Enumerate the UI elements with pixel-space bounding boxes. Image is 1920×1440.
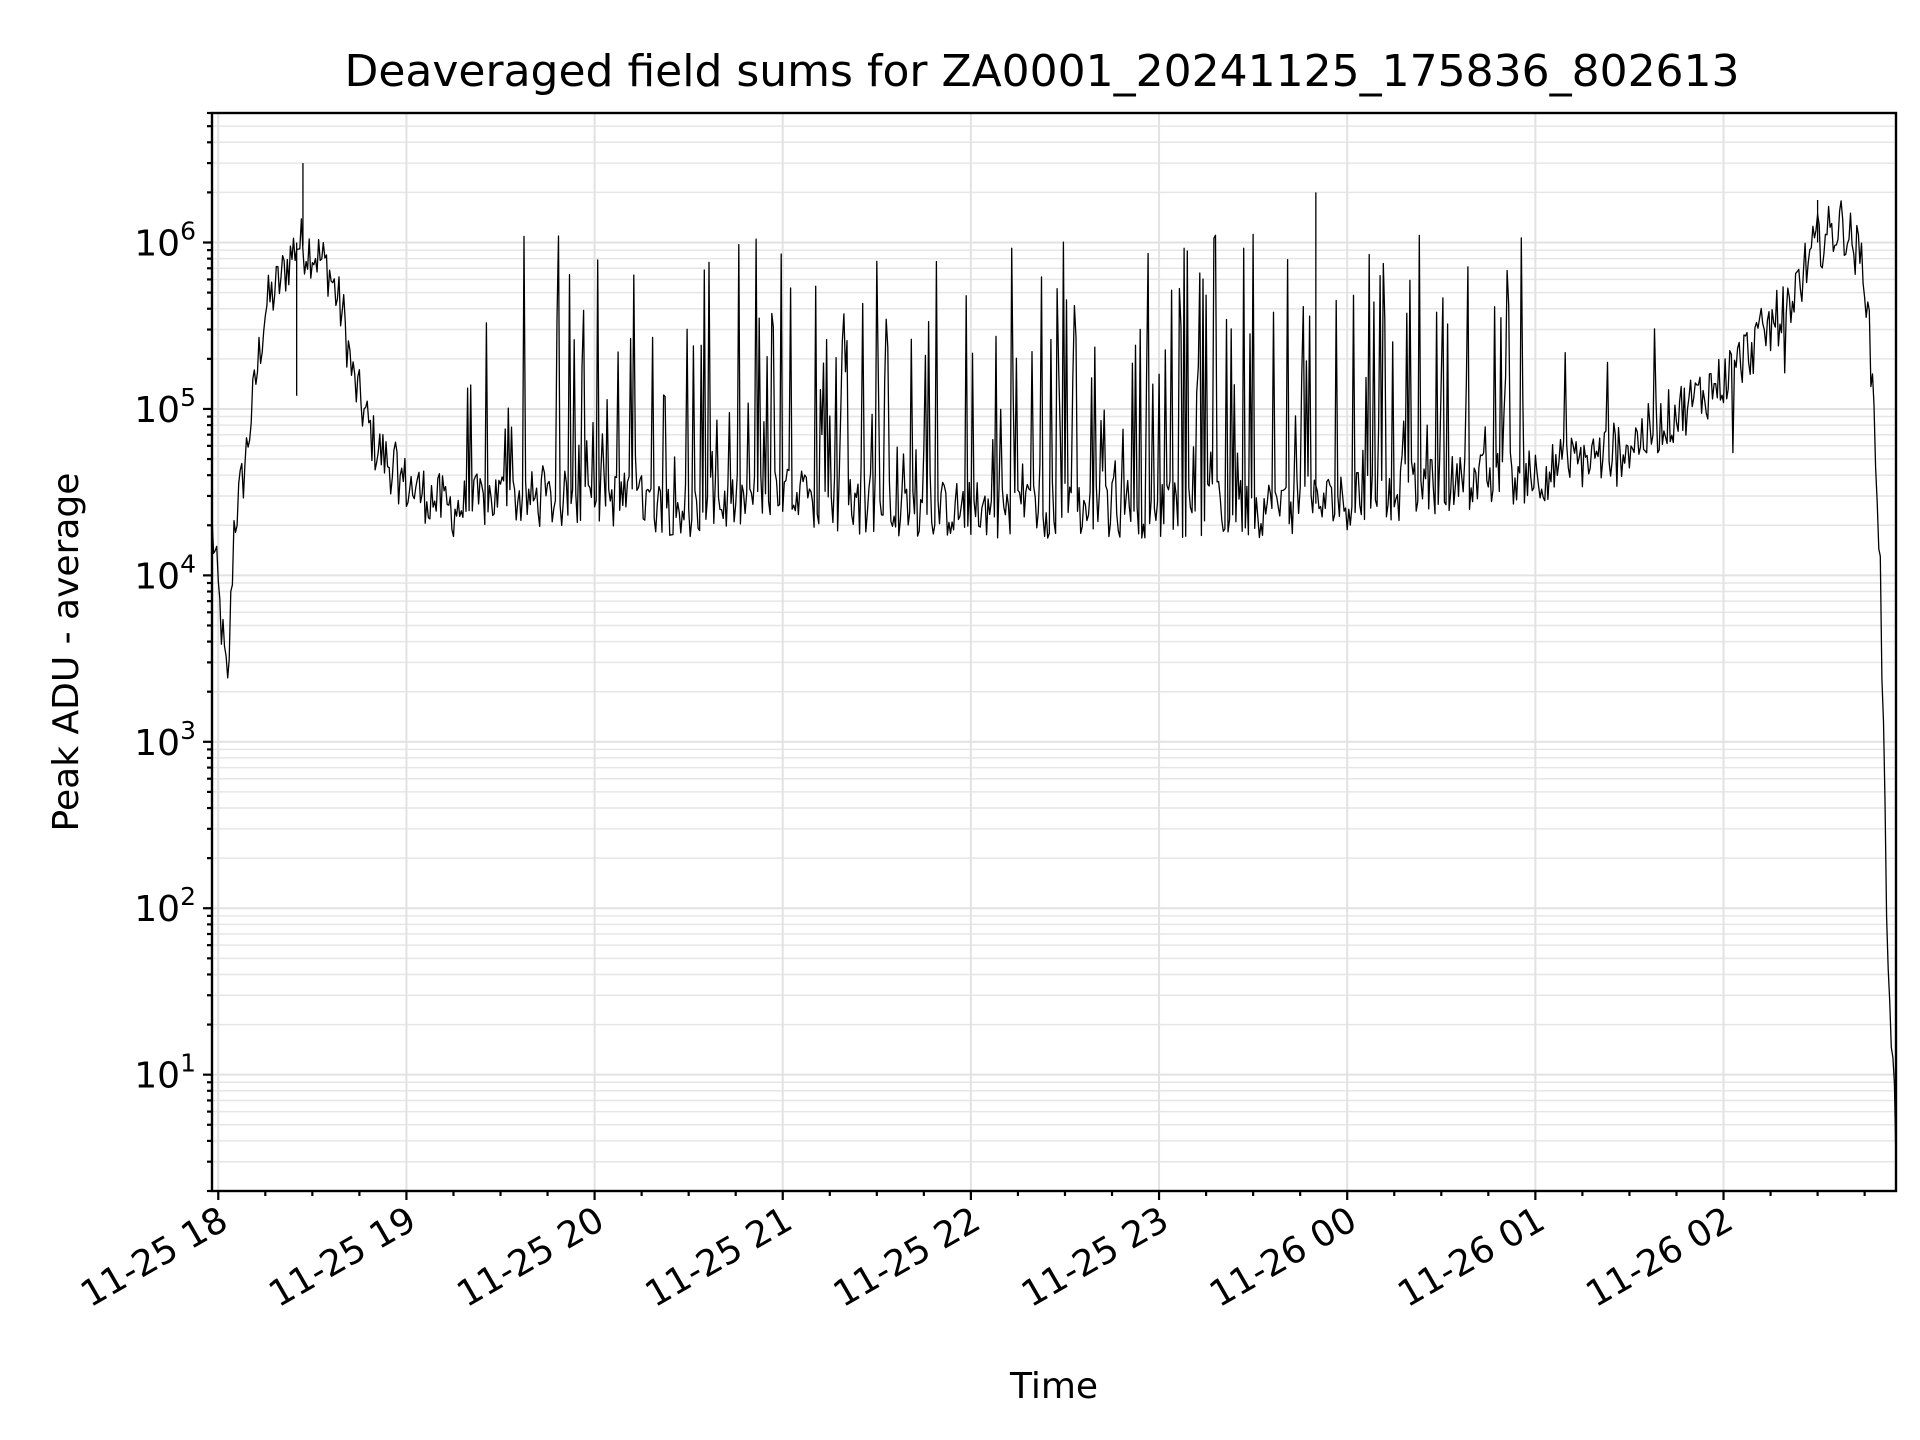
series-line [211,200,1897,1164]
grid [212,112,1896,1192]
y-tick-base: 10 [134,224,180,265]
y-tick-exponent: 5 [180,383,196,412]
y-tick-label: 102 [134,882,196,930]
y-axis-label: Peak ADU - average [46,473,87,832]
y-tick-exponent: 1 [180,1049,196,1078]
x-tick-label: 11-25 20 [450,1199,611,1315]
y-tick-base: 10 [134,889,180,930]
x-axis-label: Time [1009,1366,1098,1407]
y-tick-label: 106 [134,217,196,265]
y-tick-base: 10 [134,1056,180,1097]
y-tick-label: 104 [134,549,196,597]
x-axis: 11-25 18 11-25 19 11-25 20 11-25 21 11-25 22… [74,1191,1866,1316]
x-tick-label: 11-26 01 [1391,1199,1552,1315]
y-tick-exponent: 4 [180,549,196,578]
chart-title: Deaveraged field sums for ZA0001_2024112… [344,46,1739,97]
y-tick-base: 10 [134,556,180,597]
y-tick-label: 105 [134,383,196,431]
x-tick-label: 11-25 19 [262,1199,423,1315]
x-tick-label: 11-26 02 [1579,1199,1740,1315]
x-tick-label: 11-25 21 [639,1199,800,1315]
y-tick-base: 10 [134,390,180,431]
y-tick-base: 10 [134,723,180,764]
series-layer [211,163,1897,1164]
y-tick-exponent: 3 [180,716,196,745]
y-tick-label: 103 [134,716,196,764]
x-tick-label: 11-25 22 [827,1199,988,1315]
x-tick-label: 11-25 18 [74,1199,235,1315]
y-tick-exponent: 2 [180,882,196,911]
plot-frame [210,111,1898,1193]
y-tick-label: 101 [134,1049,196,1097]
y-tick-exponent: 6 [180,217,196,246]
x-tick-label: 11-25 23 [1015,1199,1176,1315]
x-tick-label: 11-26 00 [1203,1199,1364,1315]
